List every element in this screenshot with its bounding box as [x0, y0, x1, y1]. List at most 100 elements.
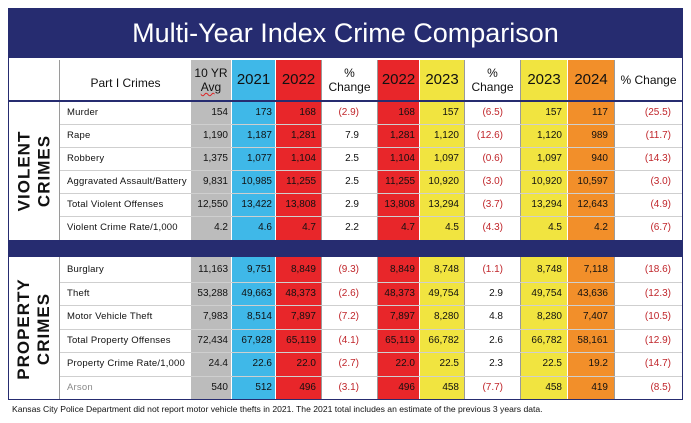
cell-y2023b: 8,280 [536, 311, 562, 322]
cell-y2022a: 496 [299, 381, 316, 393]
row-label: Total Property Offenses [67, 334, 171, 346]
cell-y2022a: 13,808 [285, 199, 316, 210]
cell-y2023b: 1,120 [536, 130, 562, 141]
cell-y2023b: 49,754 [531, 287, 562, 299]
cell-y2022a: 4.7 [302, 222, 316, 233]
cell-pct2: (1.1) [482, 264, 503, 275]
header-2024: 2024 [574, 71, 608, 88]
cell-pct2: (0.6) [482, 153, 503, 164]
cell-pct3: (11.7) [645, 130, 671, 141]
row-label: Murder [67, 107, 99, 118]
cell-y2022b: 11,255 [385, 176, 415, 187]
cell-y2024: 7,407 [582, 311, 608, 322]
cell-y2022a: 1,281 [290, 130, 316, 141]
header-2023: 2023 [527, 71, 561, 88]
cell-y2024: 940 [591, 153, 608, 164]
cell-pct1: 2.5 [345, 153, 359, 164]
cell-avg: 24.4 [208, 358, 228, 369]
cell-pct3: (12.9) [644, 334, 671, 346]
table-row: Violent Crime Rate/1,000 4.2 4.6 4.7 2.2 4.7 4… [0, 216, 691, 239]
cell-y2024: 419 [591, 381, 608, 393]
column-divider [520, 60, 521, 399]
cell-y2022a: 8,849 [290, 264, 316, 275]
cell-avg: 4.2 [214, 222, 228, 233]
cell-pct3: (18.6) [644, 264, 671, 275]
cell-pct1: (3.1) [338, 381, 359, 393]
cell-y2023b: 22.5 [542, 358, 562, 369]
cell-pct1: 2.2 [345, 222, 359, 233]
header-2022: 2022 [281, 71, 316, 88]
row-divider [60, 147, 682, 148]
row-label: Burglary [67, 264, 104, 275]
cell-y2021: 512 [255, 381, 272, 393]
column-divider [59, 60, 60, 399]
cell-y2022b: 13,808 [384, 199, 415, 210]
table-row: Robbery 1,375 1,077 1,104 2.5 1,104 1,097 (0.6)… [0, 147, 691, 170]
cell-y2021: 13,422 [241, 199, 272, 210]
cell-y2024: 43,636 [577, 287, 608, 299]
cell-pct1: (7.2) [338, 311, 359, 322]
cell-y2022a: 48,373 [285, 287, 316, 299]
footnote: Kansas City Police Department did not re… [12, 404, 543, 414]
cell-y2022b: 4.7 [401, 222, 415, 233]
cell-y2021: 10,985 [241, 176, 272, 187]
table-row: Burglary 11,163 9,751 8,849 (9.3) 8,849 8,748 (… [0, 258, 691, 281]
table-frame [8, 58, 683, 400]
cell-pct2: (3.7) [482, 199, 503, 210]
cell-y2023a: 13,294 [428, 199, 459, 210]
cell-y2023b: 8,748 [536, 264, 562, 275]
cell-y2023a: 49,754 [428, 287, 459, 299]
cell-y2024: 989 [591, 130, 608, 141]
cell-avg: 1,190 [202, 130, 228, 141]
cell-pct1: 2.9 [345, 199, 359, 210]
cell-y2024: 10,597 [577, 176, 608, 187]
cell-y2021: 22.6 [252, 358, 272, 369]
cell-pct3: (14.3) [644, 153, 671, 164]
row-divider [60, 216, 682, 217]
header-2022: 2022 [381, 71, 416, 88]
column-band-2022-first [276, 60, 321, 399]
header-underline [9, 100, 682, 102]
cell-pct2: (4.3) [482, 222, 503, 233]
cell-pct2: 2.9 [489, 287, 503, 299]
cell-y2023a: 1,097 [433, 153, 459, 164]
cell-y2022b: 8,849 [389, 264, 415, 275]
row-divider [60, 124, 682, 125]
cell-pct1: (9.3) [338, 264, 359, 275]
cell-avg: 72,434 [197, 334, 228, 346]
avg-column-band [191, 60, 231, 399]
cell-y2022b: 65,119 [385, 334, 415, 346]
cell-pct2: (3.0) [482, 176, 503, 187]
header-pct-change: % Change [328, 66, 371, 94]
cell-y2021: 1,077 [246, 153, 272, 164]
row-divider [60, 193, 682, 194]
cell-avg: 12,550 [197, 199, 228, 210]
cell-pct1: 7.9 [345, 130, 359, 141]
table-row: Total Property Offenses 72,434 67,928 65,11… [0, 329, 691, 352]
table-row: Murder 154 173 168 (2.9) 168 157 (6.5) 157 117 (25… [0, 101, 691, 124]
row-label: Theft [67, 287, 90, 299]
cell-y2023a: 458 [442, 381, 459, 393]
column-band-2022-second [378, 60, 419, 399]
cell-pct2: 2.6 [489, 334, 503, 346]
cell-y2022b: 1,281 [389, 130, 415, 141]
cell-y2021: 173 [255, 107, 272, 118]
row-divider [60, 375, 682, 377]
cell-y2022a: 168 [299, 107, 316, 118]
cell-y2022a: 22.0 [296, 358, 316, 369]
row-label: Arson [67, 381, 93, 393]
cell-y2022a: 7,897 [290, 311, 316, 322]
page-title: Multi-Year Index Crime Comparison [8, 8, 683, 58]
cell-y2022b: 7,897 [389, 311, 415, 322]
cell-pct3: (3.0) [650, 176, 671, 187]
table-row: Property Crime Rate/1,000 24.4 22.6 22.0 (2.… [0, 352, 691, 375]
row-label: Rape [67, 130, 91, 141]
column-divider [464, 60, 465, 399]
cell-pct1: (4.1) [338, 334, 359, 346]
cell-y2023b: 1,097 [536, 153, 562, 164]
cell-y2021: 67,928 [241, 334, 272, 346]
row-divider [60, 281, 682, 283]
table-row: Arson 540 512 496 (3.1) 496 458 (7.7) 458 419 (8.5… [0, 376, 691, 399]
cell-y2022b: 496 [398, 381, 415, 393]
cell-y2021: 9,751 [246, 264, 272, 275]
